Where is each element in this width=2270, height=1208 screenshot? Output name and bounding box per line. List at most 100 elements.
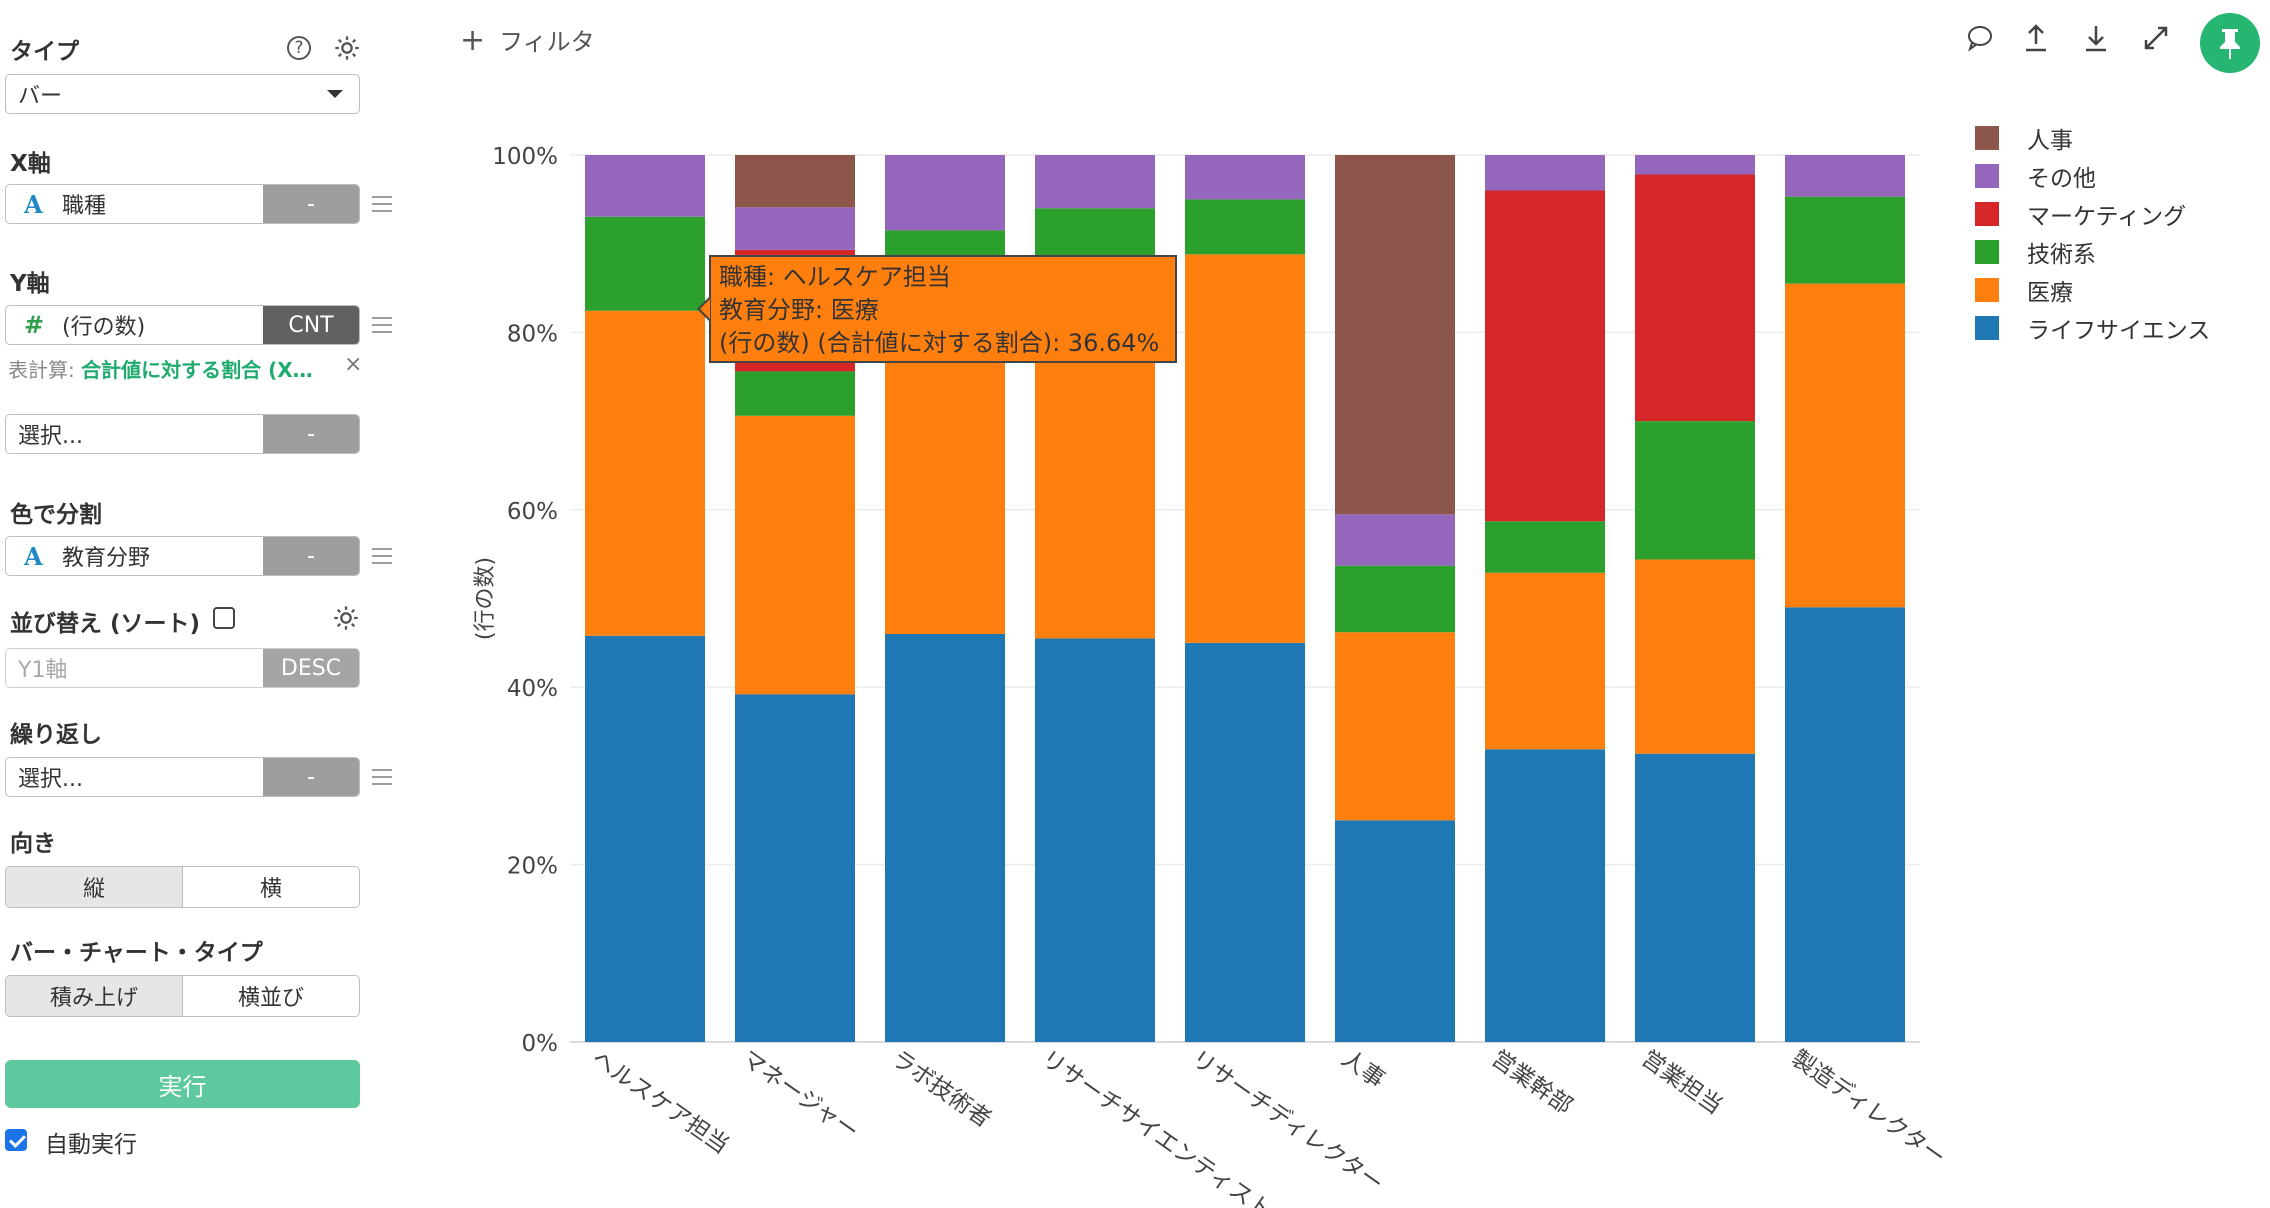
- download-icon[interactable]: [2080, 22, 2112, 54]
- color-field[interactable]: A 教育分野 -: [5, 536, 360, 576]
- legend-swatch: [1975, 164, 1999, 188]
- comment-icon[interactable]: [1964, 22, 1996, 54]
- bar-segment[interactable]: [1635, 559, 1755, 754]
- table-calc-prefix: 表計算:: [8, 358, 75, 382]
- repeat-agg-button[interactable]: -: [263, 758, 359, 796]
- run-button[interactable]: 実行: [5, 1060, 360, 1108]
- auto-run-checkbox[interactable]: [5, 1129, 27, 1151]
- legend-item[interactable]: その他: [1975, 162, 2096, 192]
- bar-segment[interactable]: [735, 415, 855, 695]
- x-tick-label: ラボ技術者: [887, 1046, 996, 1133]
- orientation-horizontal-option[interactable]: 横: [182, 867, 359, 907]
- y-tick-label: 20%: [507, 854, 558, 880]
- chart-tooltip: 職種: ヘルスケア担当 教育分野: 医療 (行の数) (合計値に対する割合): …: [697, 255, 1177, 363]
- expand-icon[interactable]: [2140, 22, 2172, 54]
- bar-segment[interactable]: [1785, 283, 1905, 608]
- sort-order-button[interactable]: DESC: [263, 649, 359, 687]
- upload-icon[interactable]: [2020, 22, 2052, 54]
- bar-segment[interactable]: [735, 155, 855, 208]
- bar-segment[interactable]: [735, 694, 855, 1042]
- repeat-select[interactable]: 選択... -: [5, 757, 360, 797]
- sort-field[interactable]: Y1軸 DESC: [5, 648, 360, 688]
- y-axis-value: (行の数): [62, 315, 146, 340]
- x-axis-label: X軸: [10, 151, 51, 177]
- close-icon[interactable]: ×: [344, 352, 363, 377]
- bar-segment[interactable]: [1485, 521, 1605, 573]
- y-tick-label: 100%: [492, 144, 558, 170]
- extra-select[interactable]: 選択... -: [5, 414, 360, 454]
- gear-icon[interactable]: [333, 34, 361, 62]
- color-agg-button[interactable]: -: [263, 537, 359, 575]
- chart-type-select[interactable]: バー: [5, 74, 360, 114]
- repeat-menu-icon[interactable]: [372, 769, 392, 785]
- bar-segment[interactable]: [1635, 155, 1755, 175]
- filter-button[interactable]: + フィルタ: [460, 22, 595, 58]
- y-tick-label: 40%: [507, 676, 558, 702]
- bar-segment[interactable]: [1185, 642, 1305, 1042]
- bar-segment[interactable]: [885, 633, 1005, 1042]
- bar-segment[interactable]: [1335, 820, 1455, 1042]
- question-icon[interactable]: ?: [287, 36, 311, 60]
- legend-label: マーケティング: [2027, 204, 2187, 230]
- bar-segment[interactable]: [585, 635, 705, 1042]
- bar-segment[interactable]: [1485, 749, 1605, 1042]
- legend-label: 人事: [2027, 128, 2073, 154]
- x-axis-agg-button[interactable]: -: [263, 185, 359, 223]
- orientation-vertical-option[interactable]: 縦: [6, 867, 182, 907]
- bar-segment[interactable]: [1335, 155, 1455, 515]
- bar-segment[interactable]: [1635, 174, 1755, 422]
- x-axis-value: 職種: [62, 194, 107, 219]
- table-calc-row[interactable]: 表計算: 合計値に対する割合 (X…: [8, 354, 313, 383]
- bar-segment[interactable]: [885, 155, 1005, 231]
- color-menu-icon[interactable]: [372, 548, 392, 564]
- pin-button[interactable]: [2200, 13, 2260, 73]
- color-split-label: 色で分割: [10, 502, 102, 528]
- bar-segment[interactable]: [1485, 572, 1605, 750]
- y-axis-field[interactable]: # (行の数) CNT: [5, 305, 360, 345]
- table-calc-value[interactable]: 合計値に対する割合 (X…: [81, 358, 313, 382]
- bar-segment[interactable]: [1485, 155, 1605, 191]
- bar-segment[interactable]: [585, 155, 705, 217]
- bar-segment[interactable]: [1335, 514, 1455, 566]
- bar-segment[interactable]: [1185, 199, 1305, 255]
- bar-segment[interactable]: [1185, 254, 1305, 643]
- bar-type-stacked-option[interactable]: 積み上げ: [6, 976, 182, 1016]
- x-axis-field[interactable]: A 職種 -: [5, 184, 360, 224]
- bar-segment[interactable]: [1785, 607, 1905, 1042]
- bar-segment[interactable]: [735, 207, 855, 250]
- legend-item[interactable]: 技術系: [1975, 238, 2096, 268]
- bar-segment[interactable]: [1185, 155, 1305, 200]
- bar-segment[interactable]: [735, 371, 855, 416]
- bar-segment[interactable]: [585, 216, 705, 311]
- y-axis-agg-button[interactable]: CNT: [263, 306, 359, 344]
- legend-label: ライフサイエンス: [2027, 318, 2211, 344]
- legend-item[interactable]: 人事: [1975, 124, 2073, 154]
- y-axis-menu-icon[interactable]: [372, 317, 392, 333]
- y-axis-label: Y軸: [10, 271, 50, 297]
- bar-segment[interactable]: [585, 310, 705, 636]
- legend-swatch: [1975, 278, 1999, 302]
- bar-segment[interactable]: [1035, 638, 1155, 1042]
- bar-segment[interactable]: [1635, 421, 1755, 560]
- bar-segment[interactable]: [1485, 190, 1605, 522]
- legend-item[interactable]: マーケティング: [1975, 200, 2187, 230]
- bar-type-toggle: 積み上げ 横並び: [5, 975, 360, 1017]
- bar-segment[interactable]: [1785, 196, 1905, 284]
- bar-segment[interactable]: [1635, 753, 1755, 1042]
- bar-segment[interactable]: [1335, 565, 1455, 633]
- extra-select-value: 選択...: [18, 424, 83, 449]
- chart-settings-panel: タイプ ? バー X軸 A 職種 - Y軸 # (行の数) CNT 表計算: 合…: [0, 0, 392, 1208]
- extra-agg-button[interactable]: -: [263, 415, 359, 453]
- repeat-label: 繰り返し: [10, 722, 102, 748]
- legend-item[interactable]: ライフサイエンス: [1975, 314, 2211, 344]
- sort-checkbox[interactable]: [213, 607, 235, 629]
- bar-type-grouped-option[interactable]: 横並び: [182, 976, 359, 1016]
- legend-item[interactable]: 医療: [1975, 276, 2073, 306]
- bar-segment[interactable]: [1035, 155, 1155, 209]
- bar-segment[interactable]: [1785, 155, 1905, 197]
- bar-segment[interactable]: [1335, 632, 1455, 821]
- gear-icon[interactable]: [332, 604, 360, 632]
- x-axis-menu-icon[interactable]: [372, 196, 392, 212]
- y-tick-label: 80%: [507, 321, 558, 347]
